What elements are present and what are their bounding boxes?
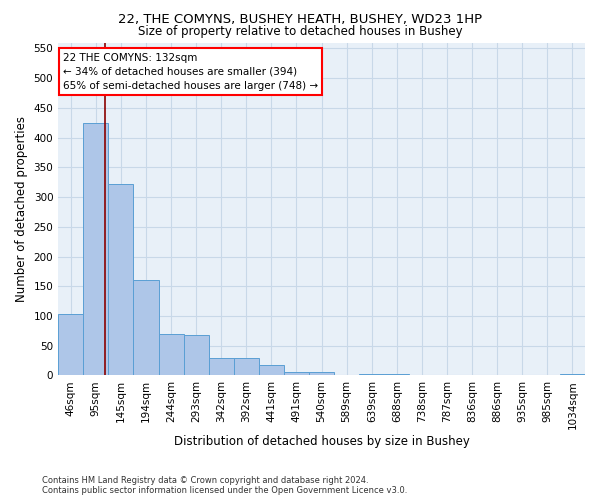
X-axis label: Distribution of detached houses by size in Bushey: Distribution of detached houses by size … <box>173 434 470 448</box>
Bar <box>385 374 409 376</box>
Bar <box>284 372 309 376</box>
Bar <box>309 372 334 376</box>
Bar <box>209 358 234 376</box>
Bar <box>133 280 158 376</box>
Y-axis label: Number of detached properties: Number of detached properties <box>15 116 28 302</box>
Bar <box>259 365 284 376</box>
Text: Contains public sector information licensed under the Open Government Licence v3: Contains public sector information licen… <box>42 486 407 495</box>
Bar <box>359 374 385 376</box>
Bar <box>158 334 184 376</box>
Bar <box>109 184 133 376</box>
Bar <box>560 374 585 376</box>
Text: Size of property relative to detached houses in Bushey: Size of property relative to detached ho… <box>137 25 463 38</box>
Bar <box>58 314 83 376</box>
Bar <box>83 123 109 376</box>
Bar <box>184 335 209 376</box>
Text: 22 THE COMYNS: 132sqm
← 34% of detached houses are smaller (394)
65% of semi-det: 22 THE COMYNS: 132sqm ← 34% of detached … <box>63 52 319 90</box>
Text: 22, THE COMYNS, BUSHEY HEATH, BUSHEY, WD23 1HP: 22, THE COMYNS, BUSHEY HEATH, BUSHEY, WD… <box>118 12 482 26</box>
Bar <box>234 358 259 376</box>
Text: Contains HM Land Registry data © Crown copyright and database right 2024.: Contains HM Land Registry data © Crown c… <box>42 476 368 485</box>
